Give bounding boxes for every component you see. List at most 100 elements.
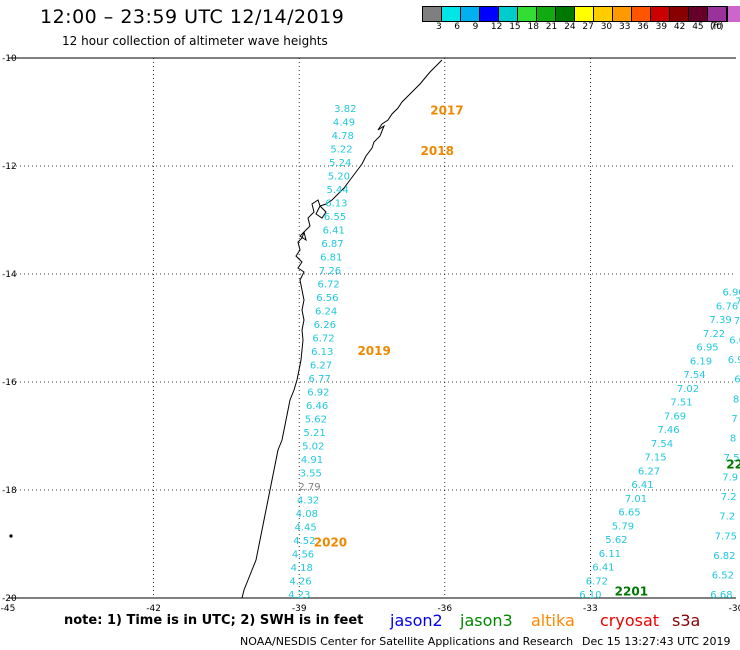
lat-tick-label: -10	[2, 54, 17, 64]
swh-value: 6.87	[321, 239, 343, 250]
color-scale-swatch	[422, 6, 441, 22]
color-scale-label: 6	[454, 22, 461, 32]
swh-value: 6.72	[312, 334, 334, 345]
footer-credit: NOAA/NESDIS Center for Satellite Applica…	[240, 635, 574, 648]
swh-value: 7.75	[715, 531, 737, 542]
color-scale-label: 30	[600, 22, 613, 32]
swh-value: 6	[734, 375, 740, 386]
swh-value: 6.95	[696, 343, 718, 354]
swh-value: 6.04	[729, 336, 740, 347]
color-scale-swatch	[593, 6, 612, 22]
swh-value: 7.02	[677, 384, 699, 395]
lon-tick-label: -36	[437, 604, 452, 614]
swh-value: 8	[730, 433, 736, 444]
swh-value: 6.46	[306, 401, 328, 412]
swh-value: 6.11	[599, 549, 621, 560]
swh-value: 5.79	[612, 521, 634, 532]
swh-value: 5.44	[326, 185, 348, 196]
color-scale-swatch	[726, 6, 740, 22]
swh-value: 4.08	[296, 509, 318, 520]
swh-value: 6.72	[318, 280, 340, 291]
swh-value: 7.46	[657, 425, 679, 436]
swh-value: 5.22	[330, 145, 352, 156]
color-scale-label: 3	[436, 22, 442, 32]
swh-value: 7.3	[735, 296, 740, 307]
swh-value: 5.20	[328, 172, 350, 183]
swh-value: 7.54	[651, 439, 673, 450]
swh-value: 6.77	[309, 374, 331, 385]
satellite-cryosat: cryosat	[600, 611, 660, 630]
lat-tick-label: -18	[2, 486, 17, 496]
lat-tick-label: -16	[2, 378, 17, 388]
track-id-labels: 2017 2018 2019 2020 2202 2201	[314, 104, 740, 599]
lon-tick-label: -42	[146, 604, 161, 614]
swh-value: 6.52	[712, 570, 734, 581]
swh-value: 5.62	[605, 535, 627, 546]
swh-value: 8	[733, 394, 739, 405]
swh-value: 7.54	[683, 370, 705, 381]
color-scale-label: 24	[564, 22, 576, 32]
lat-tick-label: -12	[2, 162, 17, 172]
swh-value: 6.92	[307, 388, 329, 399]
footer-timestamp: Dec 15 13:27:43 UTC 2019	[582, 635, 731, 648]
color-scale-label: 27	[582, 22, 594, 32]
swh-value: 5.62	[305, 415, 327, 426]
swh-value: 6.27	[310, 361, 332, 372]
swh-value: 4.45	[294, 523, 316, 534]
swh-value: 5.02	[302, 442, 324, 453]
color-scale-label: 21	[545, 22, 558, 32]
swh-value: 6.41	[631, 480, 653, 491]
swh-value: 4.49	[333, 118, 355, 129]
legend-note: note: 1) Time is in UTC; 2) SWH is in fe…	[64, 613, 364, 628]
swh-value: 6.26	[314, 320, 336, 331]
color-scale-label: 12	[490, 22, 503, 32]
swh-value: 4.52	[293, 536, 315, 547]
swh-value: 6.91	[728, 355, 740, 366]
swh-value: 6.56	[316, 293, 338, 304]
island-marker	[9, 534, 13, 538]
color-scale-swatch	[536, 6, 555, 22]
swh-value: 4.91	[301, 455, 323, 466]
swh-value: 7.0	[734, 316, 740, 327]
color-scale-swatch	[631, 6, 650, 22]
swh-value: 2.79	[298, 482, 320, 493]
color-scale-swatch	[441, 6, 460, 22]
lon-tick-label: -45	[1, 604, 16, 614]
swh-value: 7.26	[319, 266, 341, 277]
color-scale-swatch	[707, 6, 726, 22]
swh-value: 7.51	[670, 398, 692, 409]
satellite-altika: altika	[531, 611, 575, 630]
color-scale-label: 15	[509, 22, 521, 32]
swh-value: 4.18	[291, 563, 313, 574]
track-id: 2017	[430, 104, 463, 118]
lat-tick-label: -20	[2, 594, 17, 604]
lon-tick-label: -39	[292, 604, 307, 614]
color-scale-label: 18	[527, 22, 539, 32]
swh-value: 4.78	[332, 131, 354, 142]
swh-value: 6.76	[716, 301, 738, 312]
swh-value: 6.41	[323, 226, 345, 237]
swh-value: 6.13	[325, 199, 347, 210]
swh-value: 5.21	[303, 428, 325, 439]
wave-height-color-scale	[422, 6, 740, 22]
swh-value: 6.19	[690, 356, 712, 367]
swh-value: 7.01	[625, 494, 647, 505]
color-scale-swatch	[688, 6, 707, 22]
color-scale-swatch	[650, 6, 669, 22]
swh-value: 6.68	[710, 590, 732, 601]
swh-value: 7.22	[703, 329, 725, 340]
swh-value: 6.24	[315, 307, 337, 318]
track-id: 2019	[357, 344, 390, 358]
track-id: 2201	[615, 584, 648, 598]
color-scale-swatch	[612, 6, 631, 22]
swh-value: 7.69	[664, 411, 686, 422]
swh-value: 7.15	[644, 453, 666, 464]
coastline	[241, 59, 443, 599]
swh-value: 6.65	[618, 508, 640, 519]
swh-value: 6.90	[722, 288, 740, 299]
swh-value: 7.39	[709, 315, 731, 326]
map-title: 12:00 – 23:59 UTC 12/14/2019	[40, 6, 345, 28]
swh-value: 6.27	[638, 466, 660, 477]
color-scale-label: 42	[673, 22, 686, 32]
